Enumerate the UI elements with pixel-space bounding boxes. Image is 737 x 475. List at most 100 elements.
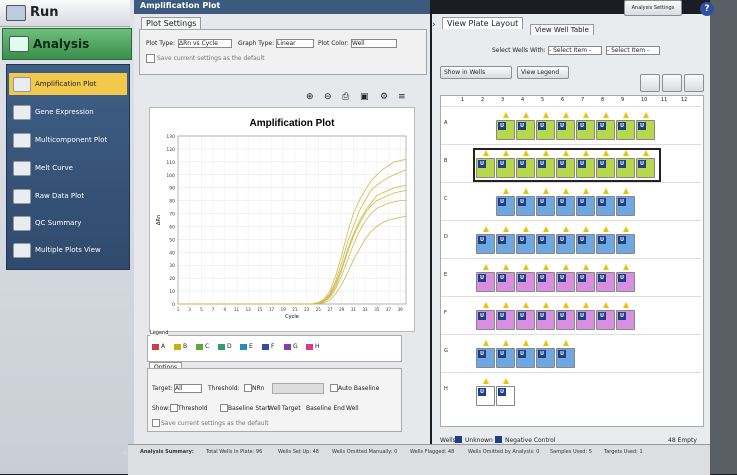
auto-baseline-checkbox[interactable] xyxy=(330,384,338,392)
plate-well[interactable]: U xyxy=(596,302,615,330)
target-select[interactable]: All xyxy=(174,384,202,393)
plate-column-header[interactable]: 3 xyxy=(501,97,505,103)
plate-column-header[interactable]: 12 xyxy=(681,97,688,103)
plate-column-header[interactable]: 8 xyxy=(601,97,605,103)
legend-item[interactable]: C xyxy=(196,343,209,350)
plate-row-header[interactable]: D xyxy=(444,234,448,240)
table-icon[interactable]: ≡ xyxy=(398,92,406,102)
plate-well[interactable]: U xyxy=(496,150,515,178)
options-save-default-checkbox[interactable] xyxy=(152,419,160,427)
plate-well[interactable]: U xyxy=(596,112,615,140)
plate-well[interactable]: U xyxy=(476,302,495,330)
legend-item[interactable]: D xyxy=(218,343,232,350)
plate-well[interactable]: U xyxy=(496,226,515,254)
analysis-section-header[interactable]: Analysis xyxy=(2,28,132,60)
plate-well[interactable]: U xyxy=(556,188,575,216)
legend-item[interactable]: H xyxy=(306,343,320,350)
plate-well[interactable]: U xyxy=(576,302,595,330)
plate-row-header[interactable]: E xyxy=(444,272,448,278)
plot-color-select[interactable]: Well xyxy=(351,39,397,48)
legend-item[interactable]: A xyxy=(152,343,165,350)
plate-view-button-2[interactable] xyxy=(662,74,682,92)
plate-well[interactable]: U xyxy=(576,188,595,216)
threshold-input[interactable] xyxy=(272,383,324,394)
collapse-panel-icon[interactable]: › xyxy=(432,20,436,30)
plate-well[interactable]: U xyxy=(616,188,635,216)
plate-well[interactable]: U xyxy=(516,264,535,292)
plate-well[interactable]: U xyxy=(476,150,495,178)
plate-well[interactable]: U xyxy=(476,340,495,368)
plate-well[interactable]: U xyxy=(516,150,535,178)
legend-item[interactable]: E xyxy=(240,343,253,350)
plate-well[interactable]: U xyxy=(636,150,655,178)
plate-well[interactable]: U xyxy=(536,226,555,254)
plate-row-header[interactable]: H xyxy=(444,386,448,392)
plate-well[interactable]: U xyxy=(556,264,575,292)
show-in-wells-button[interactable]: Show in Wells xyxy=(440,66,512,79)
plate-well[interactable]: U xyxy=(556,226,575,254)
plate-well[interactable]: U xyxy=(596,264,615,292)
plate-column-header[interactable]: 5 xyxy=(541,97,545,103)
plate-column-header[interactable]: 6 xyxy=(561,97,565,103)
save-default-checkbox[interactable] xyxy=(146,54,155,63)
plate-row-header[interactable]: G xyxy=(444,348,448,354)
analysis-settings-button[interactable]: Analysis Settings xyxy=(624,0,682,16)
plate-well[interactable]: U xyxy=(596,226,615,254)
tab-options[interactable]: Options xyxy=(149,362,183,372)
plate-well[interactable]: U xyxy=(536,112,555,140)
collapse-nav-icon[interactable]: « xyxy=(122,448,128,458)
help-button[interactable]: ? xyxy=(700,2,714,16)
plate-well[interactable]: U xyxy=(596,150,615,178)
plate-column-header[interactable]: 7 xyxy=(581,97,585,103)
plate-column-header[interactable]: 10 xyxy=(641,97,648,103)
zoom-out-icon[interactable]: ⊖ xyxy=(324,92,332,102)
plate-well[interactable]: U xyxy=(536,264,555,292)
chart-settings-icon[interactable]: ⚙ xyxy=(380,92,389,102)
plot-type-select[interactable]: ΔRn vs Cycle xyxy=(178,39,232,48)
plate-well[interactable]: U xyxy=(556,150,575,178)
plate-well[interactable]: U xyxy=(616,112,635,140)
plate-well[interactable]: U xyxy=(616,302,635,330)
plate-column-header[interactable]: 11 xyxy=(661,97,668,103)
plate-column-header[interactable]: 1 xyxy=(461,97,465,103)
nav-item-gene-expression[interactable]: Gene Expression xyxy=(9,101,127,123)
plate-well[interactable]: U xyxy=(556,340,575,368)
plate-well[interactable]: U xyxy=(536,302,555,330)
plate-well[interactable]: U xyxy=(576,150,595,178)
plate-well[interactable]: U xyxy=(516,302,535,330)
plate-well[interactable]: U xyxy=(496,264,515,292)
zoom-in-icon[interactable]: ⊕ xyxy=(306,92,314,102)
nav-item-melt-curve[interactable]: Melt Curve xyxy=(9,157,127,179)
plate-well[interactable]: U xyxy=(576,112,595,140)
plate-view-button-3[interactable] xyxy=(684,74,704,92)
select-wells-dropdown-2[interactable]: - Select Item - xyxy=(606,46,660,55)
plate-row-header[interactable]: C xyxy=(444,196,448,202)
plate-well[interactable]: U xyxy=(476,264,495,292)
plate-well[interactable]: U xyxy=(516,226,535,254)
plate-row-header[interactable]: F xyxy=(444,310,447,316)
plate-well[interactable]: U xyxy=(476,226,495,254)
plate-well[interactable]: U xyxy=(576,226,595,254)
tab-view-plate-layout[interactable]: View Plate Layout xyxy=(442,17,524,29)
plate-well[interactable]: U xyxy=(476,378,495,406)
plate-well[interactable]: U xyxy=(516,188,535,216)
plate-well[interactable]: U xyxy=(596,188,615,216)
nav-item-qc-summary[interactable]: QC Summary xyxy=(9,212,127,234)
print-icon[interactable]: ⎙ xyxy=(342,92,350,102)
plate-well[interactable]: U xyxy=(616,150,635,178)
graph-type-select[interactable]: Linear xyxy=(276,39,314,48)
nrn-checkbox[interactable] xyxy=(244,384,252,392)
run-section-header[interactable]: Run xyxy=(0,0,130,27)
plate-well[interactable]: U xyxy=(616,264,635,292)
nav-item-raw-data-plot[interactable]: Raw Data Plot xyxy=(9,185,127,207)
nav-item-amplification-plot[interactable]: Amplification Plot xyxy=(9,73,127,95)
nav-item-multiple-plots-view[interactable]: Multiple Plots View xyxy=(9,239,127,261)
legend-item[interactable]: B xyxy=(174,343,187,350)
save-image-icon[interactable]: ▣ xyxy=(360,92,369,102)
plate-well[interactable]: U xyxy=(516,112,535,140)
plate-column-header[interactable]: 9 xyxy=(621,97,625,103)
show-threshold-checkbox[interactable] xyxy=(170,404,178,412)
plate-well[interactable]: U xyxy=(516,340,535,368)
plate-well[interactable]: U xyxy=(496,378,515,406)
plate-row-header[interactable]: A xyxy=(444,120,448,126)
